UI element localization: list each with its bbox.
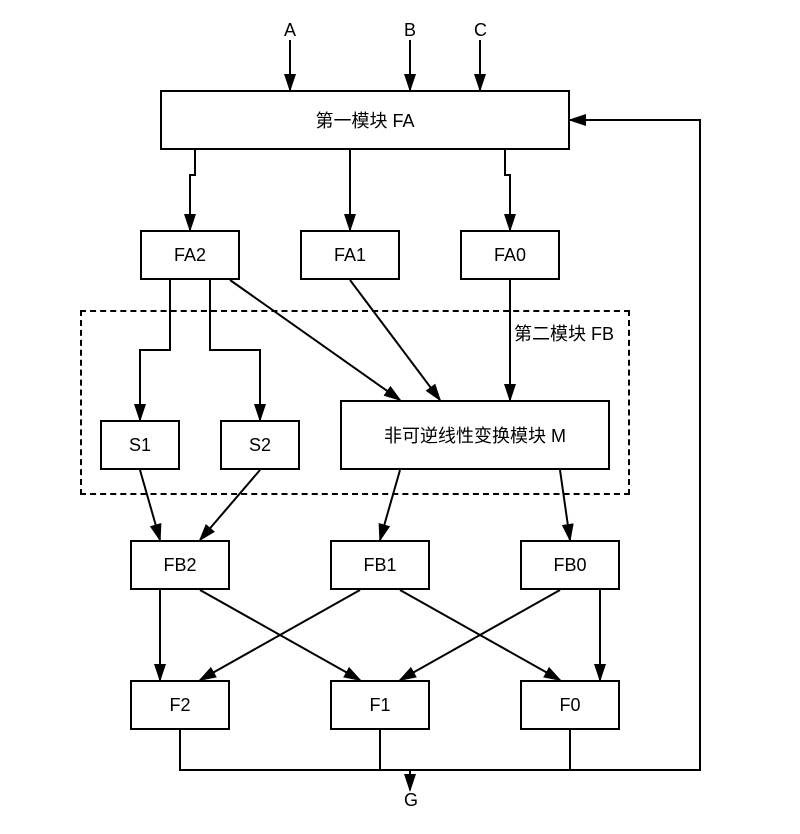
block-fb0-label: FB0 [553, 555, 586, 576]
block-s2: S2 [220, 420, 300, 470]
block-fa2: FA2 [140, 230, 240, 280]
block-f0-label: F0 [559, 695, 580, 716]
block-fb1: FB1 [330, 540, 430, 590]
diagram-canvas: 第二模块 FB A B C 第一模块 FA FA2 FA1 FA0 S1 S2 … [0, 0, 800, 834]
input-c-label: C [470, 20, 491, 41]
block-fb0: FB0 [520, 540, 620, 590]
block-f2: F2 [130, 680, 230, 730]
block-f1-label: F1 [369, 695, 390, 716]
block-fb2: FB2 [130, 540, 230, 590]
block-fa-label: 第一模块 FA [315, 107, 414, 133]
block-fb2-label: FB2 [163, 555, 196, 576]
block-f0: F0 [520, 680, 620, 730]
block-s2-label: S2 [249, 435, 271, 456]
block-fa0-label: FA0 [494, 245, 526, 266]
module-fb-label: 第二模块 FB [510, 320, 618, 346]
block-f2-label: F2 [169, 695, 190, 716]
input-a-label: A [280, 20, 300, 41]
block-fb1-label: FB1 [363, 555, 396, 576]
block-fa1: FA1 [300, 230, 400, 280]
block-fa: 第一模块 FA [160, 90, 570, 150]
block-s1-label: S1 [129, 435, 151, 456]
block-fa1-label: FA1 [334, 245, 366, 266]
block-f1: F1 [330, 680, 430, 730]
block-m-label: 非可逆线性变换模块 M [384, 422, 566, 448]
block-m: 非可逆线性变换模块 M [340, 400, 610, 470]
block-fa0: FA0 [460, 230, 560, 280]
block-fa2-label: FA2 [174, 245, 206, 266]
output-g-label: G [400, 790, 422, 811]
block-s1: S1 [100, 420, 180, 470]
input-b-label: B [400, 20, 420, 41]
